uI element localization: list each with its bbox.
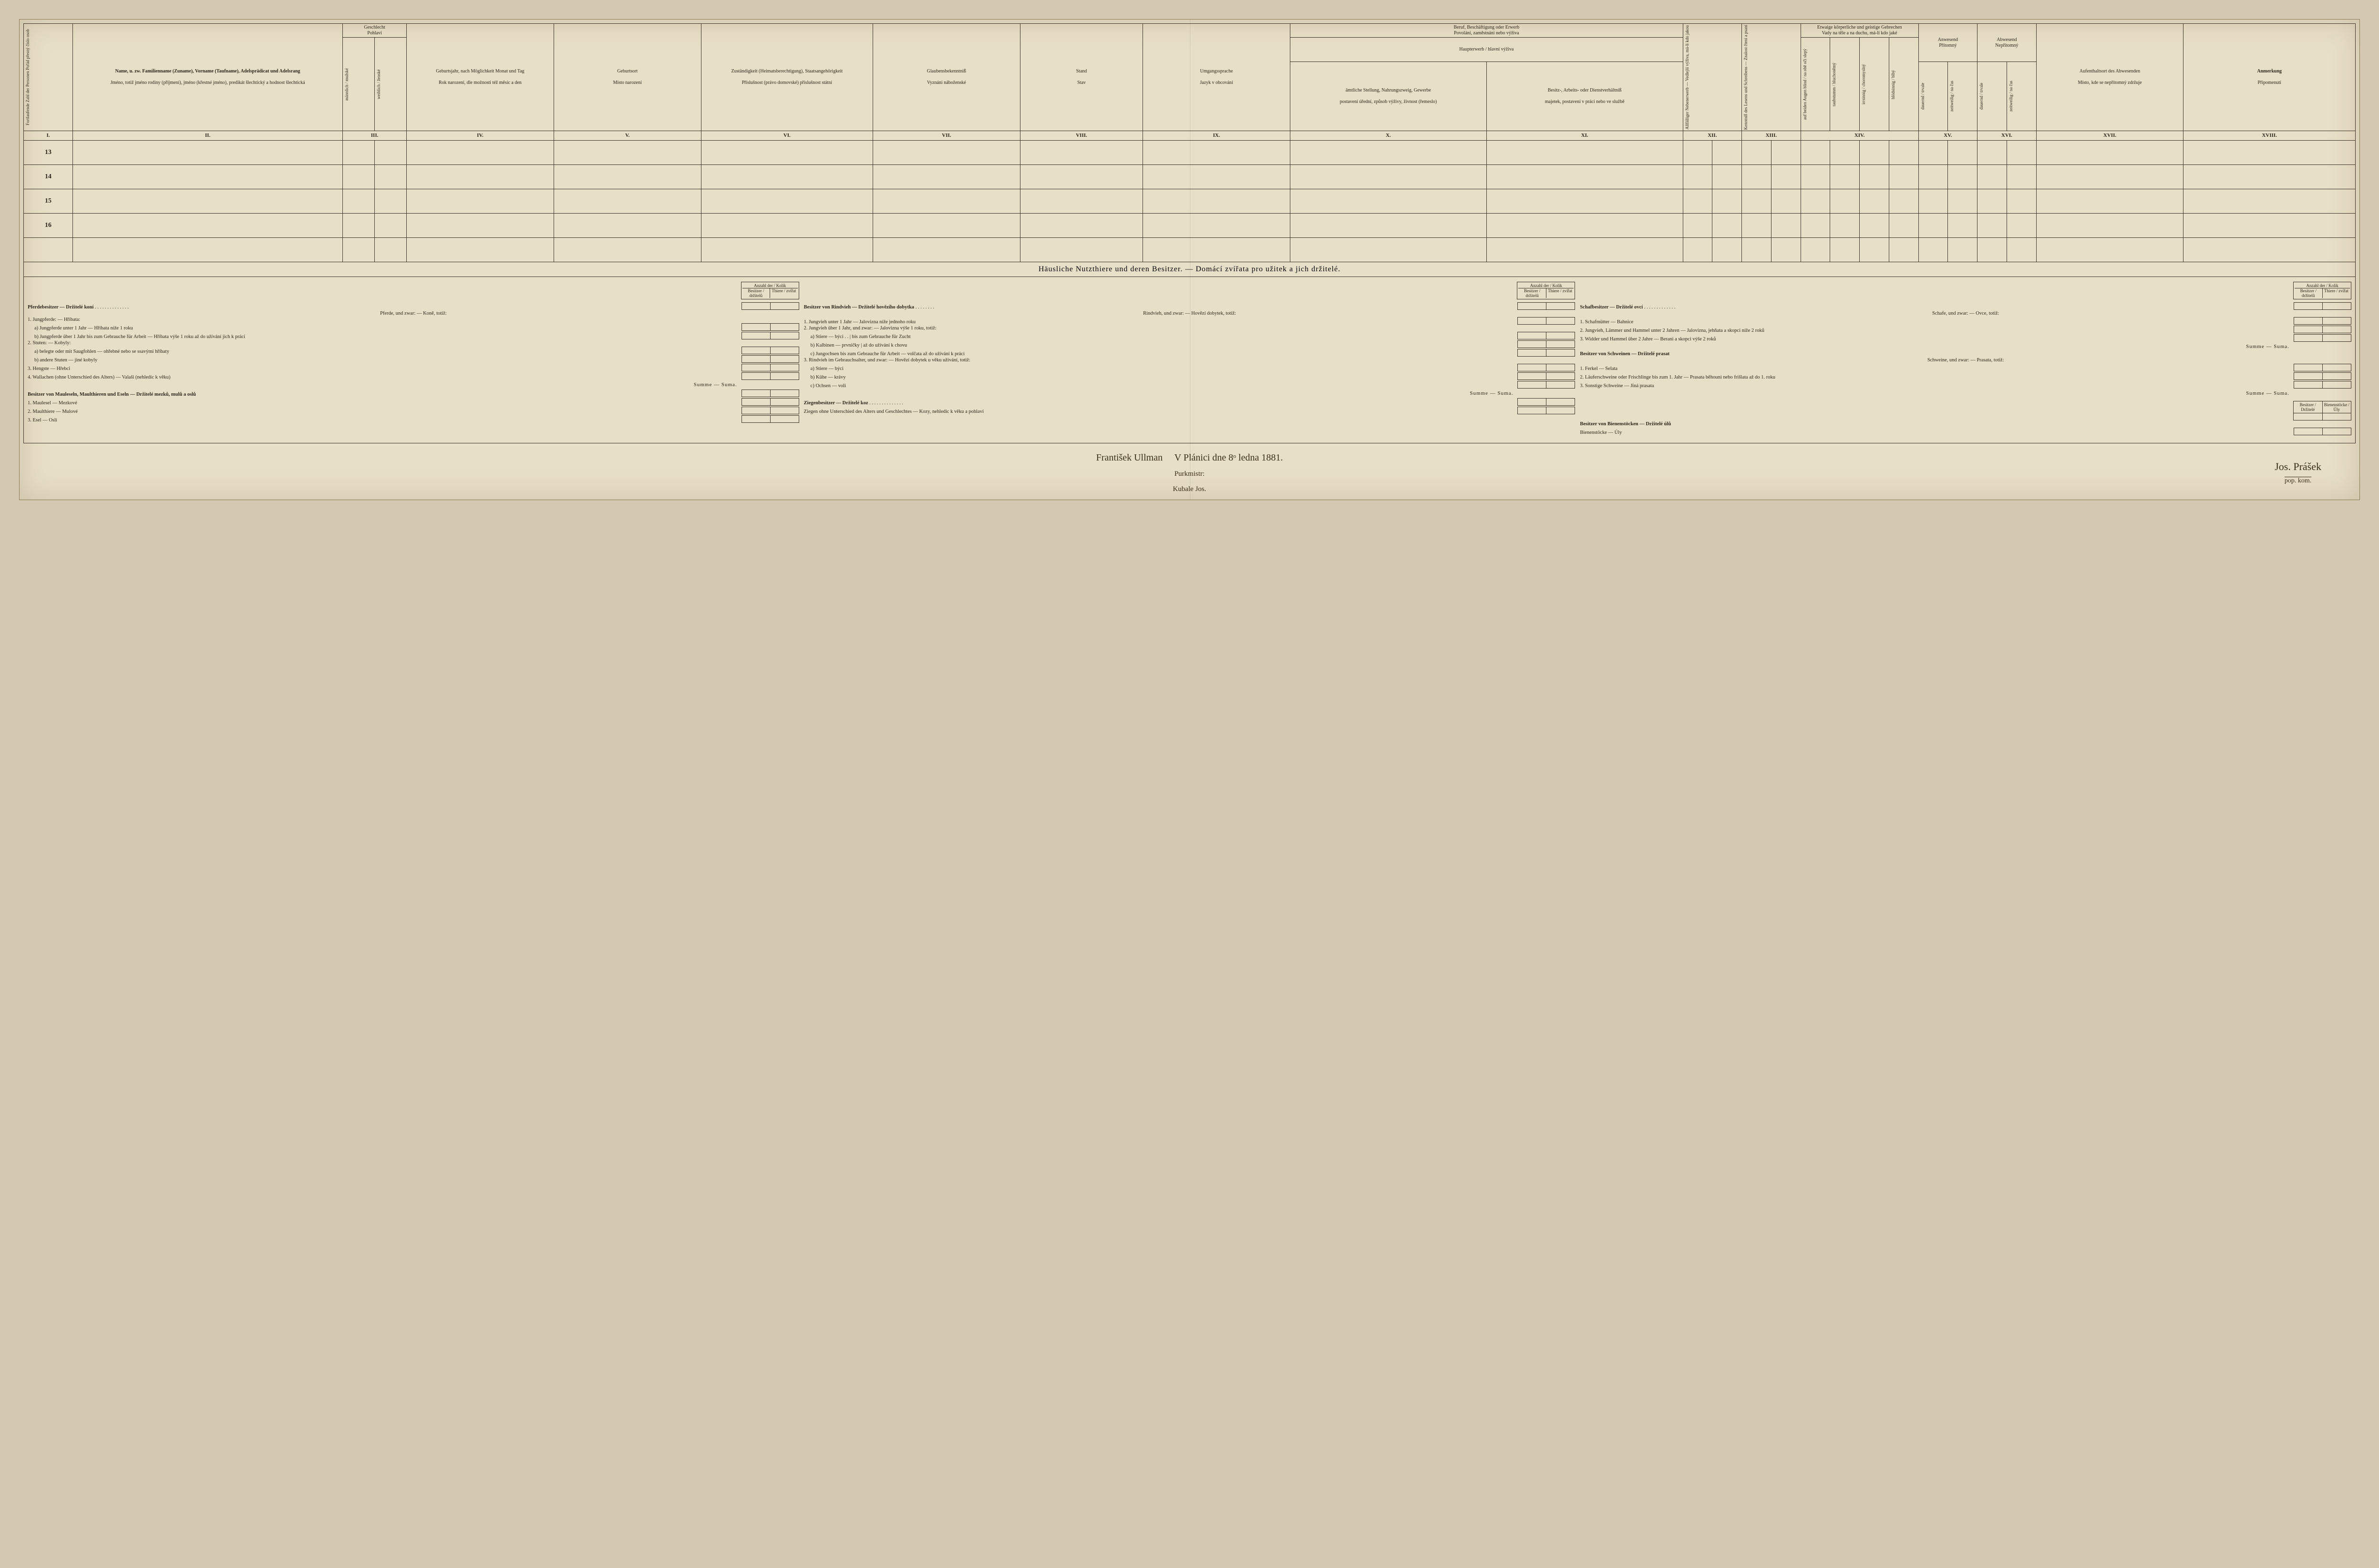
col-16-header: AbwesendNepřítomný	[1977, 24, 2037, 62]
col-7-header: GlaubensbekenntnißVyznání náboženské	[873, 24, 1020, 131]
col-1-header: Fortlaufende Zahl der Personen Pořád pře…	[25, 29, 31, 125]
col-2-header: Name, u. zw. Familienname (Zuname), Vorn…	[72, 24, 342, 131]
count-header: Anzahl der / Kolik Besitzer / držitelůTh…	[741, 282, 799, 299]
census-form-page: Fortlaufende Zahl der Personen Pořád pře…	[19, 19, 2360, 500]
page-fold	[1190, 20, 1191, 500]
col-14-header: Etwaige körperliche und geistige Gebrech…	[1801, 24, 1918, 38]
col-8-header: StandStav	[1020, 24, 1143, 131]
col-5-header: GeburtsortMísto narození	[554, 24, 701, 131]
col-17-header: Aufenthaltsort des AbwesendenMísto, kde …	[2036, 24, 2183, 131]
livestock-horses-col: Anzahl der / Kolik Besitzer / držitelůTh…	[28, 282, 799, 436]
col-10-header: ämtliche Stellung, Nahrungszweig, Gewerb…	[1290, 62, 1487, 131]
col-3-header-top: GeschlechtPohlaví	[343, 24, 407, 38]
col-18-header: AnmerkungPřipomenutí	[2183, 24, 2356, 131]
col-4-header: Geburtsjahr, nach Möglichkeit Monat und …	[406, 24, 554, 131]
col-9-header: UmgangsspracheJazyk v obcování	[1143, 24, 1290, 131]
livestock-sheep-col: Anzahl der / Kolik Besitzer / držitelůTh…	[1580, 282, 2351, 436]
bee-box-header: Besitzer / DržiteléBienenstöcke / Úly	[2293, 401, 2351, 420]
col-3a: männlich / mužské	[344, 51, 350, 118]
count-header: Anzahl der / Kolik Besitzer / držitelůTh…	[2293, 282, 2351, 299]
col-10-top: Beruf, Beschäftigung oder ErwerbPovolání…	[1290, 24, 1683, 38]
col-10a-header: Haupterwerb / hlavní výživa	[1290, 38, 1683, 62]
col-11-header: Besitz-, Arbeits- oder Dienstverhältnißm…	[1486, 62, 1683, 131]
col-13-header: Kenntniß des Lesens und Schreibens — Zna…	[1742, 24, 1801, 131]
col-6-header: Zuständigkeit (Heimatsberechtigung), Sta…	[701, 24, 873, 131]
col-3b: weiblich / ženské	[376, 51, 381, 118]
signature-right: Jos. Prášek pop. kom.	[2275, 461, 2321, 485]
col-15-header: AnwesendPřítomný	[1918, 24, 1977, 62]
count-header: Anzahl der / Kolik Besitzer / držitelůTh…	[1517, 282, 1575, 299]
col-12-header: Allfälliger Nebenerwerb — Vedlejší výživ…	[1683, 24, 1742, 131]
